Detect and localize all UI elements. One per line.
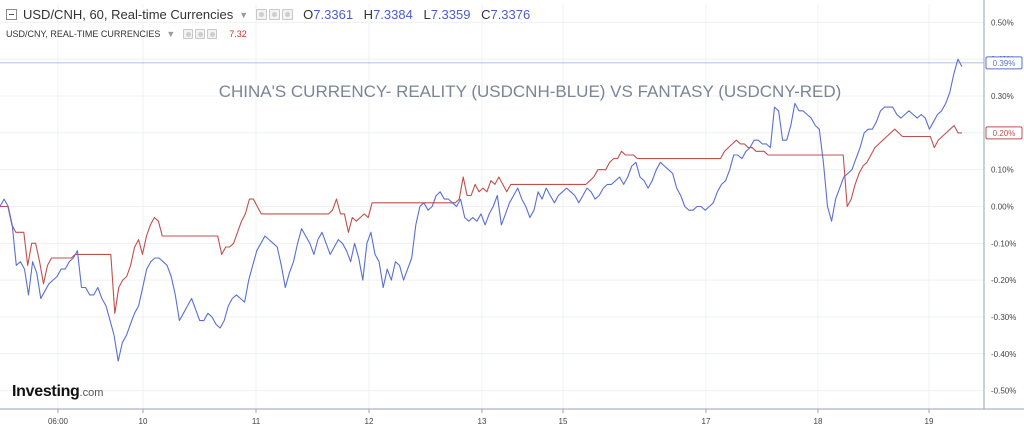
- compare-symbol-label[interactable]: USD/CNY, REAL-TIME CURRENCIES: [6, 29, 161, 39]
- usdcny-price-badge-label: 0.20%: [993, 129, 1016, 138]
- y-tick-label: -0.10%: [991, 239, 1016, 248]
- open-label: O: [303, 7, 314, 22]
- x-tick-label: 19: [925, 417, 934, 426]
- chevron-down-icon[interactable]: ▼: [239, 9, 249, 20]
- y-tick-label: 0.00%: [991, 203, 1014, 212]
- y-tick-label: -0.50%: [991, 387, 1016, 396]
- x-tick-label: 18: [814, 417, 823, 426]
- close-value: 7.3376: [490, 7, 531, 22]
- open-value: 7.3361: [313, 7, 354, 22]
- usdcny-series-line: [0, 124, 962, 314]
- grid-layer: [0, 4, 984, 409]
- x-tick-label: 10: [139, 417, 148, 426]
- x-tick-label: 12: [365, 417, 374, 426]
- logo-tld: .com: [79, 387, 104, 399]
- main-series-tools: [256, 9, 294, 20]
- close-icon[interactable]: [207, 29, 218, 39]
- close-label: C: [481, 7, 491, 22]
- x-tick-label: 11: [252, 417, 261, 426]
- compare-legend: USD/CNY, REAL-TIME CURRENCIES ▼ 7.32: [6, 29, 247, 39]
- chart-title: CHINA'S CURRENCY- REALITY (USDCNH-BLUE) …: [219, 82, 842, 101]
- x-tick-label: 17: [702, 417, 711, 426]
- settings-icon[interactable]: [269, 9, 281, 20]
- low-value: 7.3359: [430, 7, 471, 22]
- high-value: 7.3384: [373, 7, 413, 22]
- y-tick-label: -0.20%: [991, 276, 1016, 285]
- main-symbol-label[interactable]: USD/CNH, 60, Real-time Currencies: [23, 7, 234, 22]
- series-layer: [0, 58, 984, 362]
- y-tick-label: 0.30%: [991, 92, 1014, 101]
- x-tick-label: 06:00: [48, 417, 69, 426]
- y-tick-label: 0.10%: [991, 166, 1014, 175]
- low-label: L: [423, 7, 431, 22]
- usdcnh-series-line: [0, 58, 963, 362]
- compare-value: 7.32: [229, 29, 247, 39]
- close-icon[interactable]: [282, 9, 294, 20]
- investing-logo[interactable]: Investing .com: [12, 383, 103, 401]
- ohlc-readout: O7.3361 H7.3384 L7.3359 C7.3376: [303, 7, 537, 22]
- usdcny-price-badge: [985, 126, 1023, 140]
- y-tick-label: -0.30%: [991, 313, 1016, 322]
- visibility-toggle-icon[interactable]: [183, 29, 194, 39]
- y-tick-label: 0.50%: [991, 18, 1014, 27]
- x-tick-label: 13: [478, 417, 487, 426]
- visibility-toggle-icon[interactable]: [256, 9, 268, 20]
- usdcnh-price-badge-label: 0.39%: [993, 59, 1016, 68]
- chevron-down-icon[interactable]: ▼: [166, 29, 176, 39]
- high-label: H: [363, 7, 374, 22]
- usdcnh-price-badge: [985, 56, 1023, 70]
- y-tick-label: -0.40%: [991, 350, 1016, 359]
- logo-name: Investing: [12, 383, 80, 400]
- compare-series-tools: [183, 29, 218, 39]
- settings-icon[interactable]: [195, 29, 206, 39]
- collapse-legend-button[interactable]: [6, 9, 17, 20]
- main-legend: USD/CNH, 60, Real-time Currencies ▼ O7.3…: [6, 7, 537, 22]
- x-tick-label: 15: [559, 417, 568, 426]
